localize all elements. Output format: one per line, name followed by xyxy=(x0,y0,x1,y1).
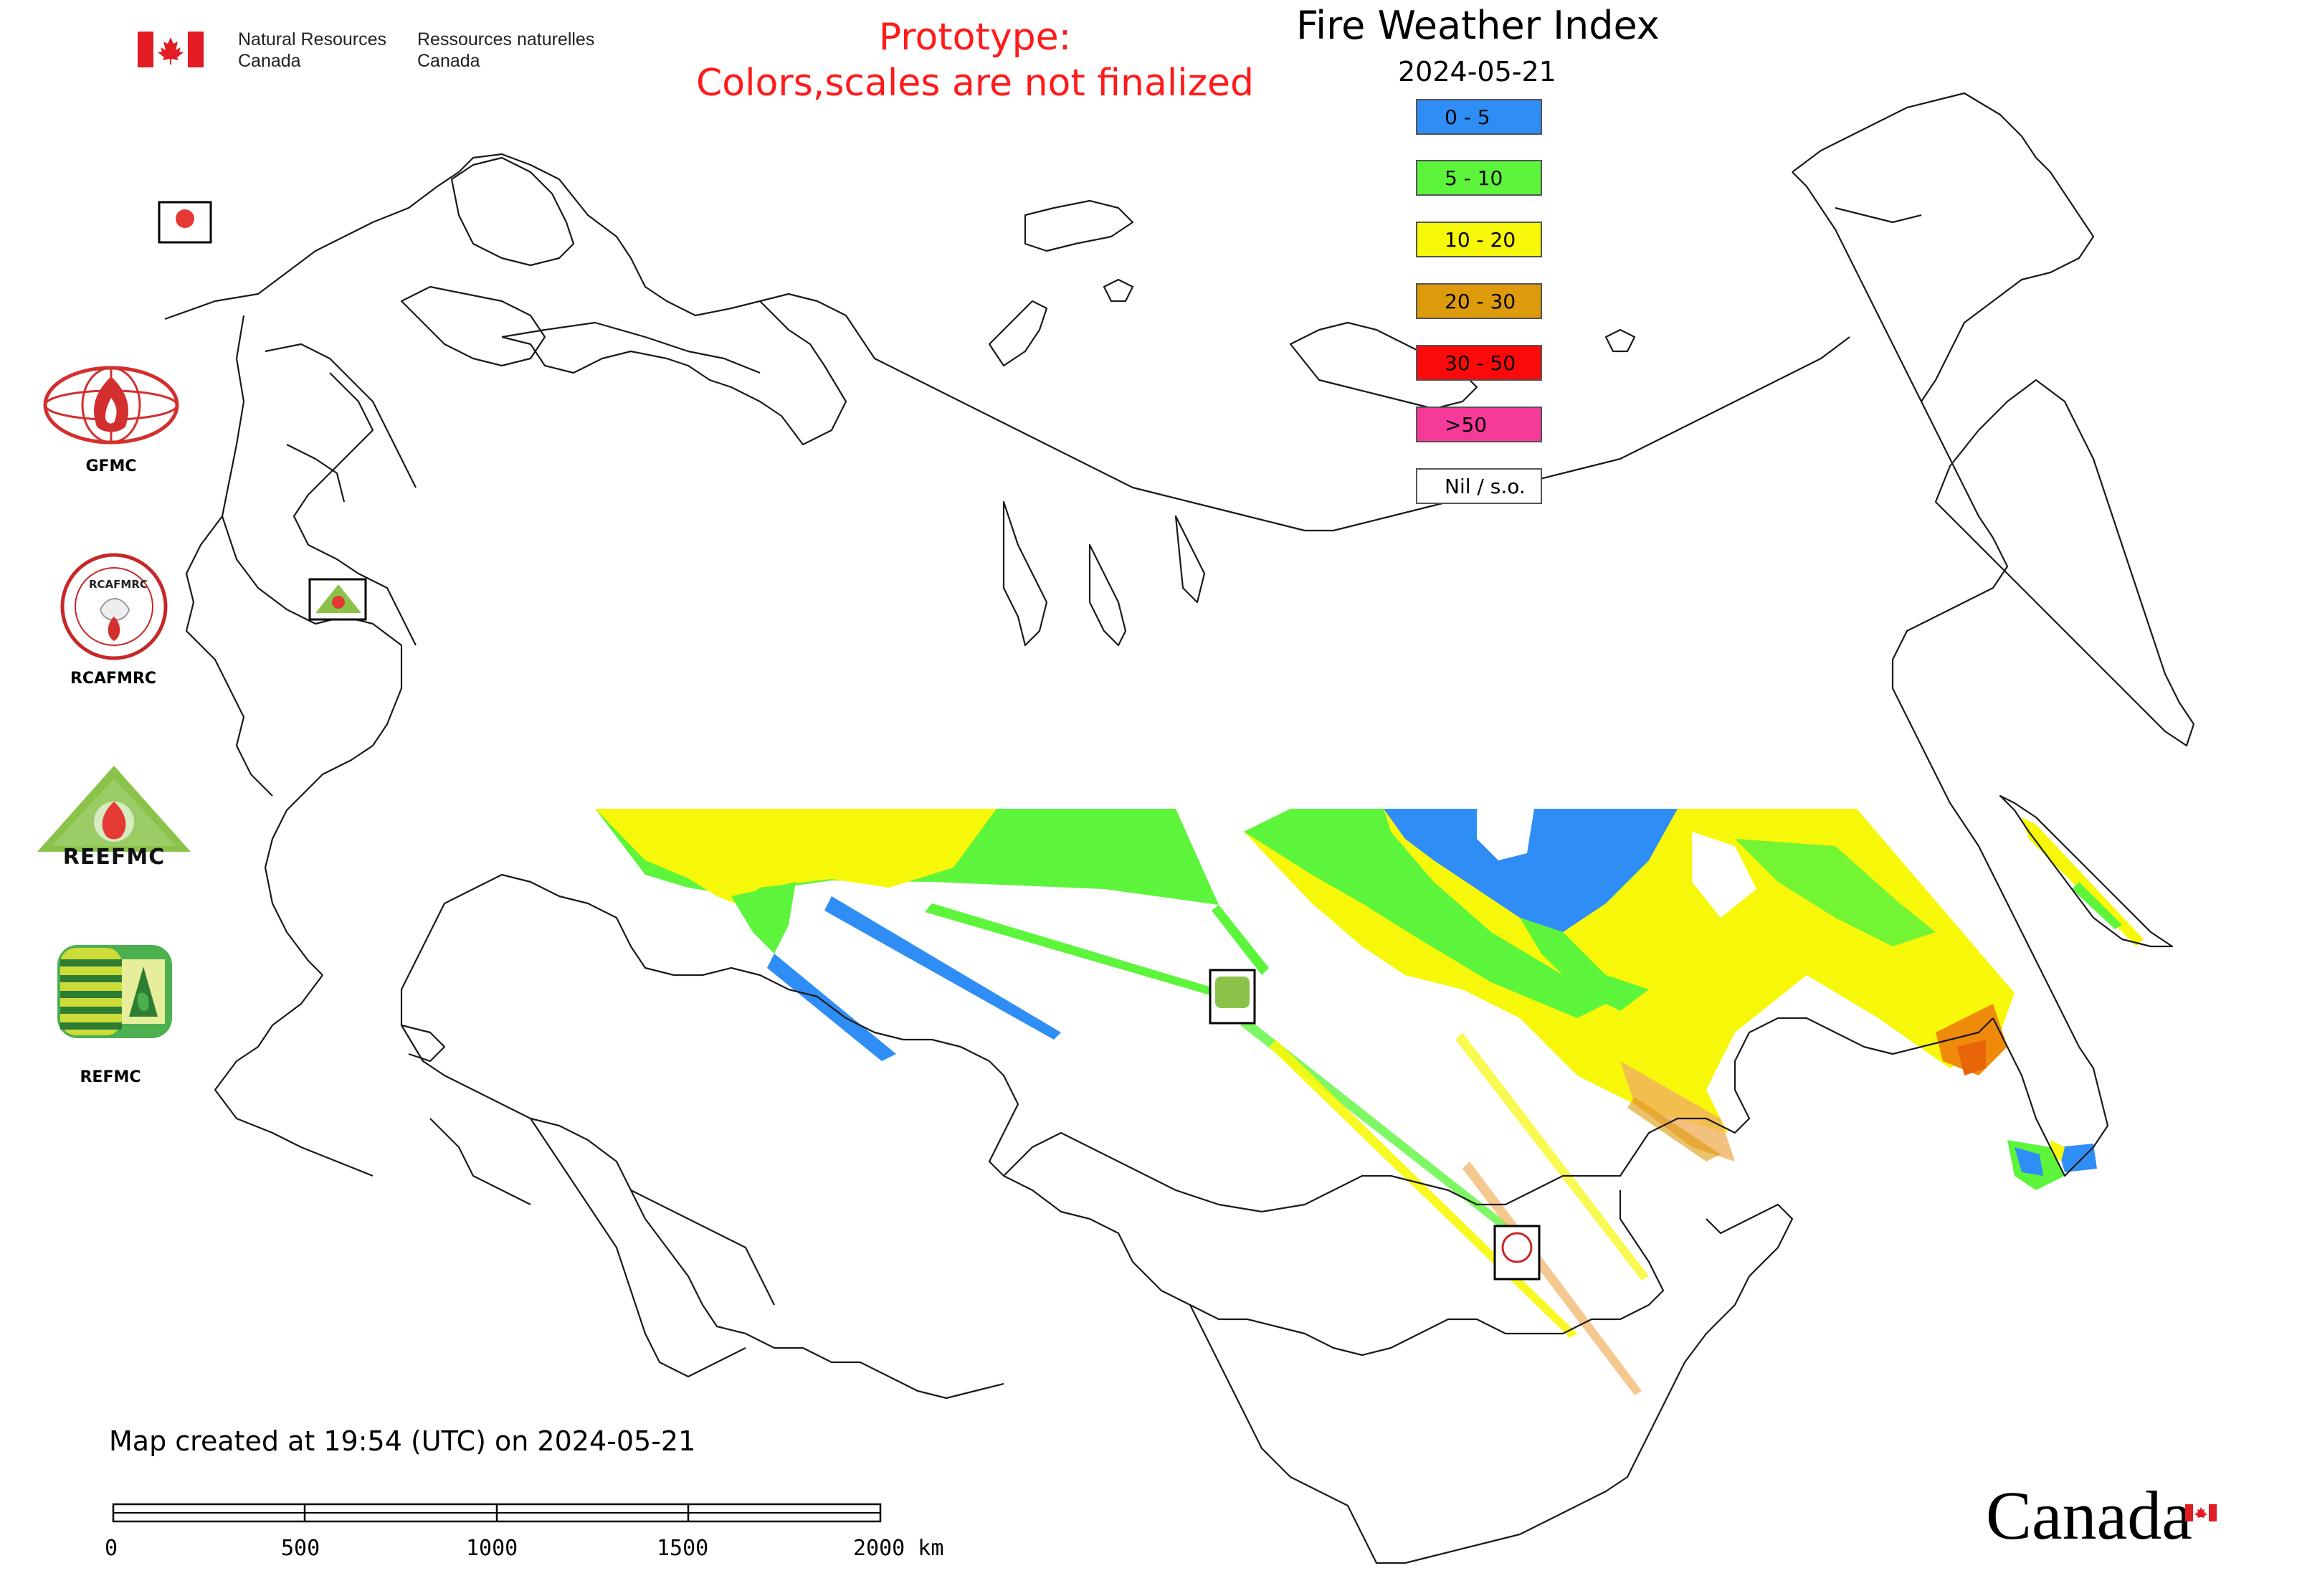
scale-label-500: 500 xyxy=(281,1536,320,1561)
nrcan-name-en: Natural Resources Canada xyxy=(238,29,387,71)
legend-date: 2024-05-21 xyxy=(1398,56,1556,87)
reefmc-logo-icon xyxy=(37,766,191,872)
canada-wordmark-text: Canada xyxy=(1986,1477,2192,1554)
canada-wordmark-flag-icon xyxy=(2185,1504,2217,1521)
fwi-swath-west xyxy=(595,809,1577,1338)
legend-class-4: 30 - 50 xyxy=(1416,345,1542,381)
nrcan-name-fr: Ressources naturelles Canada xyxy=(417,29,595,71)
fwi-raster-swaths xyxy=(595,809,2144,1395)
refmc-logo-icon xyxy=(57,945,172,1038)
scale-label-0: 0 xyxy=(105,1536,118,1561)
rcafmrc-logo-ring-text: RCAFMRC xyxy=(89,578,148,591)
scale-bar xyxy=(112,1503,882,1523)
legend-class-5: >50 xyxy=(1416,407,1542,442)
legend-class-6: Nil / s.o. xyxy=(1416,468,1542,504)
gfmc-logo-icon xyxy=(39,362,183,455)
legend-class-1: 5 - 10 xyxy=(1416,160,1542,196)
fwi-swath-far-east xyxy=(2007,817,2144,1190)
map-markers xyxy=(158,201,1541,1281)
prototype-notice: Prototype: Colors,scales are not finaliz… xyxy=(645,14,1305,106)
scale-label-2000: 2000 km xyxy=(853,1536,944,1561)
scale-label-1500: 1500 xyxy=(657,1536,709,1561)
canada-flag-icon xyxy=(138,32,204,67)
rcafmrc-logo-icon xyxy=(57,552,171,661)
legend-title: Fire Weather Index xyxy=(1296,3,1660,48)
legend-class-3: 20 - 30 xyxy=(1416,283,1542,319)
prototype-line-1: Prototype: xyxy=(878,16,1072,59)
rcafmrc-label: RCAFMRC xyxy=(70,670,157,688)
reefmc-logo-text: REEFMC xyxy=(62,845,166,870)
legend-class-0: 0 - 5 xyxy=(1416,99,1542,135)
gfmc-label: GFMC xyxy=(85,457,137,475)
country-borders xyxy=(164,92,2195,1564)
fwi-swath-east xyxy=(1244,809,2015,1395)
scale-label-1000: 1000 xyxy=(466,1536,518,1561)
refmc-label: REFMC xyxy=(80,1068,141,1086)
map-creation-note: Map created at 19:54 (UTC) on 2024-05-21 xyxy=(109,1425,696,1457)
prototype-line-2: Colors,scales are not finalized xyxy=(695,62,1255,105)
legend-class-2: 10 - 20 xyxy=(1416,222,1542,257)
canada-wordmark: Canada xyxy=(1986,1476,2230,1569)
map-marker-rcafmrc xyxy=(1493,1225,1541,1281)
